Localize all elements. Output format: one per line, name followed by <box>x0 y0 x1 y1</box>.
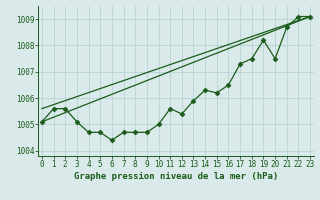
X-axis label: Graphe pression niveau de la mer (hPa): Graphe pression niveau de la mer (hPa) <box>74 172 278 181</box>
